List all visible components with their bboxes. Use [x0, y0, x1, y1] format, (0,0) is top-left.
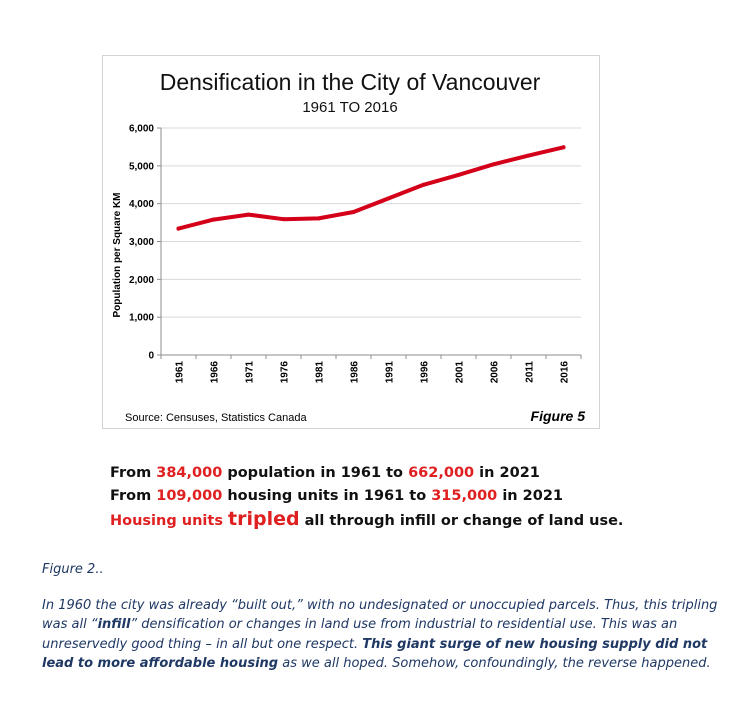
paragraph-bold-infill: infill — [97, 617, 131, 633]
data-point — [246, 212, 251, 217]
paragraph-text: In 1960 the city was already “built out,… — [42, 598, 718, 633]
figure-caption: Figure 2.. — [42, 562, 104, 577]
data-point — [561, 145, 566, 150]
grid-layer — [161, 127, 581, 318]
y-tick-label: 3,000 — [129, 237, 154, 248]
x-tick-label: 1971 — [245, 361, 256, 384]
x-tick-label: 1966 — [210, 361, 221, 384]
paragraph-text: as we all hoped. Somehow, confoundingly,… — [278, 656, 711, 672]
stats-lead: Housing units — [110, 513, 228, 529]
x-tick-label: 1981 — [315, 361, 326, 384]
figure-label: Figure 5 — [531, 408, 586, 424]
data-point — [176, 226, 181, 231]
stats-text: in 2021 — [474, 465, 540, 481]
data-point — [526, 153, 531, 158]
stats-population-line: From 384,000 population in 1961 to 662,0… — [110, 462, 670, 485]
body-paragraph: In 1960 the city was already “built out,… — [42, 596, 722, 674]
stats-text: in 2021 — [497, 488, 564, 504]
data-point — [456, 172, 461, 177]
stats-text: From — [110, 465, 157, 481]
stats-tripled-line: Housing units tripled all through infill… — [110, 508, 670, 533]
data-point — [491, 162, 496, 167]
x-tick-label: 1991 — [385, 361, 396, 384]
x-tick-label: 2001 — [455, 361, 466, 384]
y-tick-label: 4,000 — [129, 199, 154, 210]
population-1961-value: 384,000 — [156, 465, 223, 481]
stats-text: population in 1961 to — [222, 465, 409, 481]
stats-text: all through infill or change of land use… — [299, 513, 624, 529]
stats-housing-line: From 109,000 housing units in 1961 to 31… — [110, 485, 670, 508]
series-line — [176, 145, 566, 231]
x-tick-label: 2016 — [560, 361, 571, 384]
x-tick-label: 1996 — [420, 361, 431, 384]
stats-block: From 384,000 population in 1961 to 662,0… — [110, 462, 670, 533]
chart-subtitle: 1961 TO 2016 — [302, 99, 397, 116]
stats-text: housing units in 1961 to — [222, 488, 432, 504]
data-point — [281, 217, 286, 222]
y-tick-label: 0 — [148, 351, 154, 362]
housing-1961-value: 109,000 — [156, 488, 223, 504]
y-tick-label: 6,000 — [129, 124, 154, 135]
chart-container: Densification in the City of Vancouver 1… — [102, 55, 600, 429]
y-tick-label: 2,000 — [129, 275, 154, 286]
y-tick-label: 5,000 — [129, 161, 154, 172]
data-point — [316, 216, 321, 221]
series-layer — [176, 145, 566, 231]
chart-title: Densification in the City of Vancouver — [160, 69, 541, 95]
paragraph-text: ” densification or changes in land use f… — [42, 617, 678, 652]
x-tick-label: 1961 — [175, 361, 186, 384]
stats-text: From — [110, 488, 157, 504]
x-tick-label: 1986 — [350, 361, 361, 384]
data-point — [351, 209, 356, 214]
chart-svg: Densification in the City of Vancouver 1… — [112, 69, 586, 424]
y-tick-label: 1,000 — [129, 313, 154, 324]
housing-2021-value: 315,000 — [431, 488, 498, 504]
tripled-word: tripled — [228, 508, 300, 530]
paragraph-bold-claim: This giant surge of new housing supply d… — [42, 636, 708, 672]
y-tick-labels: 0 1,000 2,000 3,000 4,000 5,000 6,000 — [129, 124, 154, 362]
x-tick-label: 2011 — [525, 361, 536, 383]
x-tick-labels: 1961 1966 1971 1976 1981 1986 1991 1996 2001 2006… — [175, 361, 571, 384]
data-point — [421, 182, 426, 187]
data-point — [386, 196, 391, 201]
population-2021-value: 662,000 — [408, 465, 475, 481]
chart-source: Source: Censuses, Statistics Canada — [125, 412, 307, 424]
y-axis-label: Population per Square KM — [112, 192, 123, 317]
data-point — [211, 217, 216, 222]
x-tick-label: 2006 — [490, 361, 501, 384]
axis-layer — [157, 127, 582, 359]
x-tick-label: 1976 — [280, 361, 291, 384]
